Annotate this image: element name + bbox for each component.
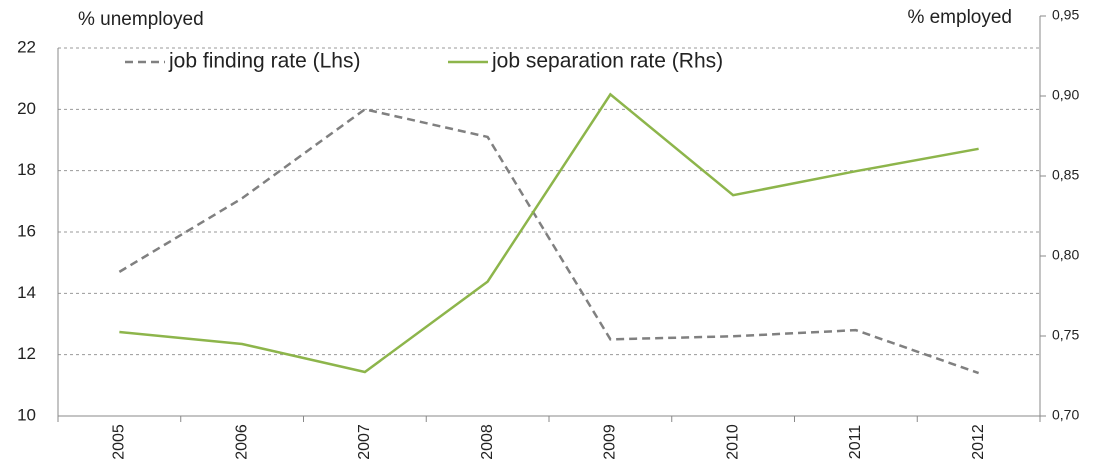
y2-tick-label: 0,80 [1052, 247, 1079, 263]
x-tick-label: 2012 [970, 424, 987, 460]
y-tick-label: 14 [17, 283, 36, 302]
series-line [119, 92, 979, 374]
y2-tick-label: 0,75 [1052, 327, 1079, 343]
y-tick-label: 22 [17, 37, 36, 56]
legend-label: job separation rate (Rhs) [491, 50, 723, 73]
y-axis-label: % unemployed [78, 9, 204, 30]
x-tick-label: 2008 [479, 424, 496, 460]
y2-axis-label: % employed [907, 7, 1012, 28]
y-tick-label: 18 [17, 160, 36, 179]
y-tick-label: 16 [17, 221, 36, 240]
x-tick-label: 2011 [847, 425, 864, 460]
legend-label: job finding rate (Lhs) [168, 50, 360, 73]
y2-tick-label: 0,70 [1052, 407, 1079, 423]
x-tick-label: 2006 [233, 424, 250, 460]
x-tick-label: 2009 [602, 424, 619, 460]
y-tick-label: 12 [17, 344, 36, 363]
x-tick-label: 2005 [111, 424, 128, 460]
x-tick-label: 2010 [724, 424, 741, 460]
x-tick-label: 2007 [356, 424, 373, 460]
y-tick-label: 10 [17, 405, 36, 424]
y2-tick-label: 0,85 [1052, 167, 1079, 183]
y-tick-label: 20 [17, 99, 36, 118]
y2-tick-label: 0,95 [1052, 7, 1079, 23]
series-line [118, 107, 980, 375]
y2-tick-label: 0,90 [1052, 87, 1079, 103]
